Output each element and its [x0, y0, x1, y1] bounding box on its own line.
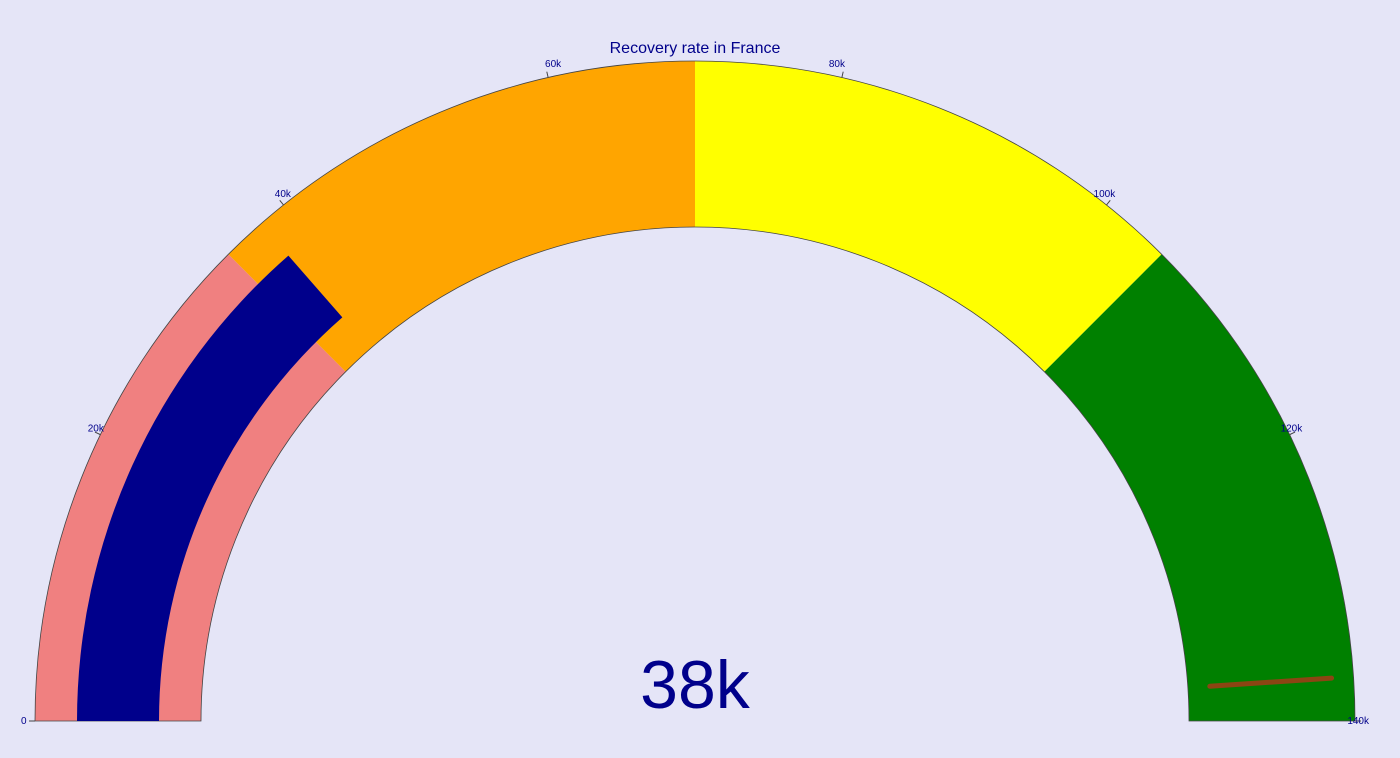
gauge-tick-label-7: 140k: [1347, 716, 1370, 727]
gauge-step-4: [1044, 254, 1355, 722]
gauge-tick-6: [1289, 431, 1296, 436]
gauge-tick-label-1: 20k: [88, 424, 105, 435]
gauge-step-2: [228, 61, 696, 372]
gauge-tick-label-4: 80k: [829, 59, 846, 70]
gauge-tick-label-2: 40k: [275, 189, 292, 200]
gauge-outline: [34, 60, 1356, 722]
gauge-tick-label-6: 120k: [1281, 424, 1304, 435]
gauge-ticks: 0 20k 40k 60k 80k 100k 120k 140k: [21, 59, 1370, 727]
gauge-tick-label-3: 60k: [545, 59, 562, 70]
gauge-tick-2: [279, 199, 284, 206]
gauge-tick-5: [1106, 199, 1111, 206]
gauge-tick-1: [94, 431, 101, 436]
gauge-bar-layer: [77, 255, 343, 721]
gauge-tick-3: [546, 71, 549, 78]
gauge-value: 38k: [640, 647, 751, 723]
gauge-value-bar: [77, 255, 343, 721]
gauge-tick-label-5: 100k: [1094, 189, 1117, 200]
gauge-threshold-layer: [1207, 675, 1335, 689]
gauge-step-3: [695, 61, 1162, 372]
gauge-threshold-line: [1207, 675, 1335, 689]
gauge-tick-4: [841, 71, 844, 78]
gauge-tick-label-0: 0: [21, 716, 27, 727]
chart-title: Recovery rate in France: [610, 40, 781, 57]
